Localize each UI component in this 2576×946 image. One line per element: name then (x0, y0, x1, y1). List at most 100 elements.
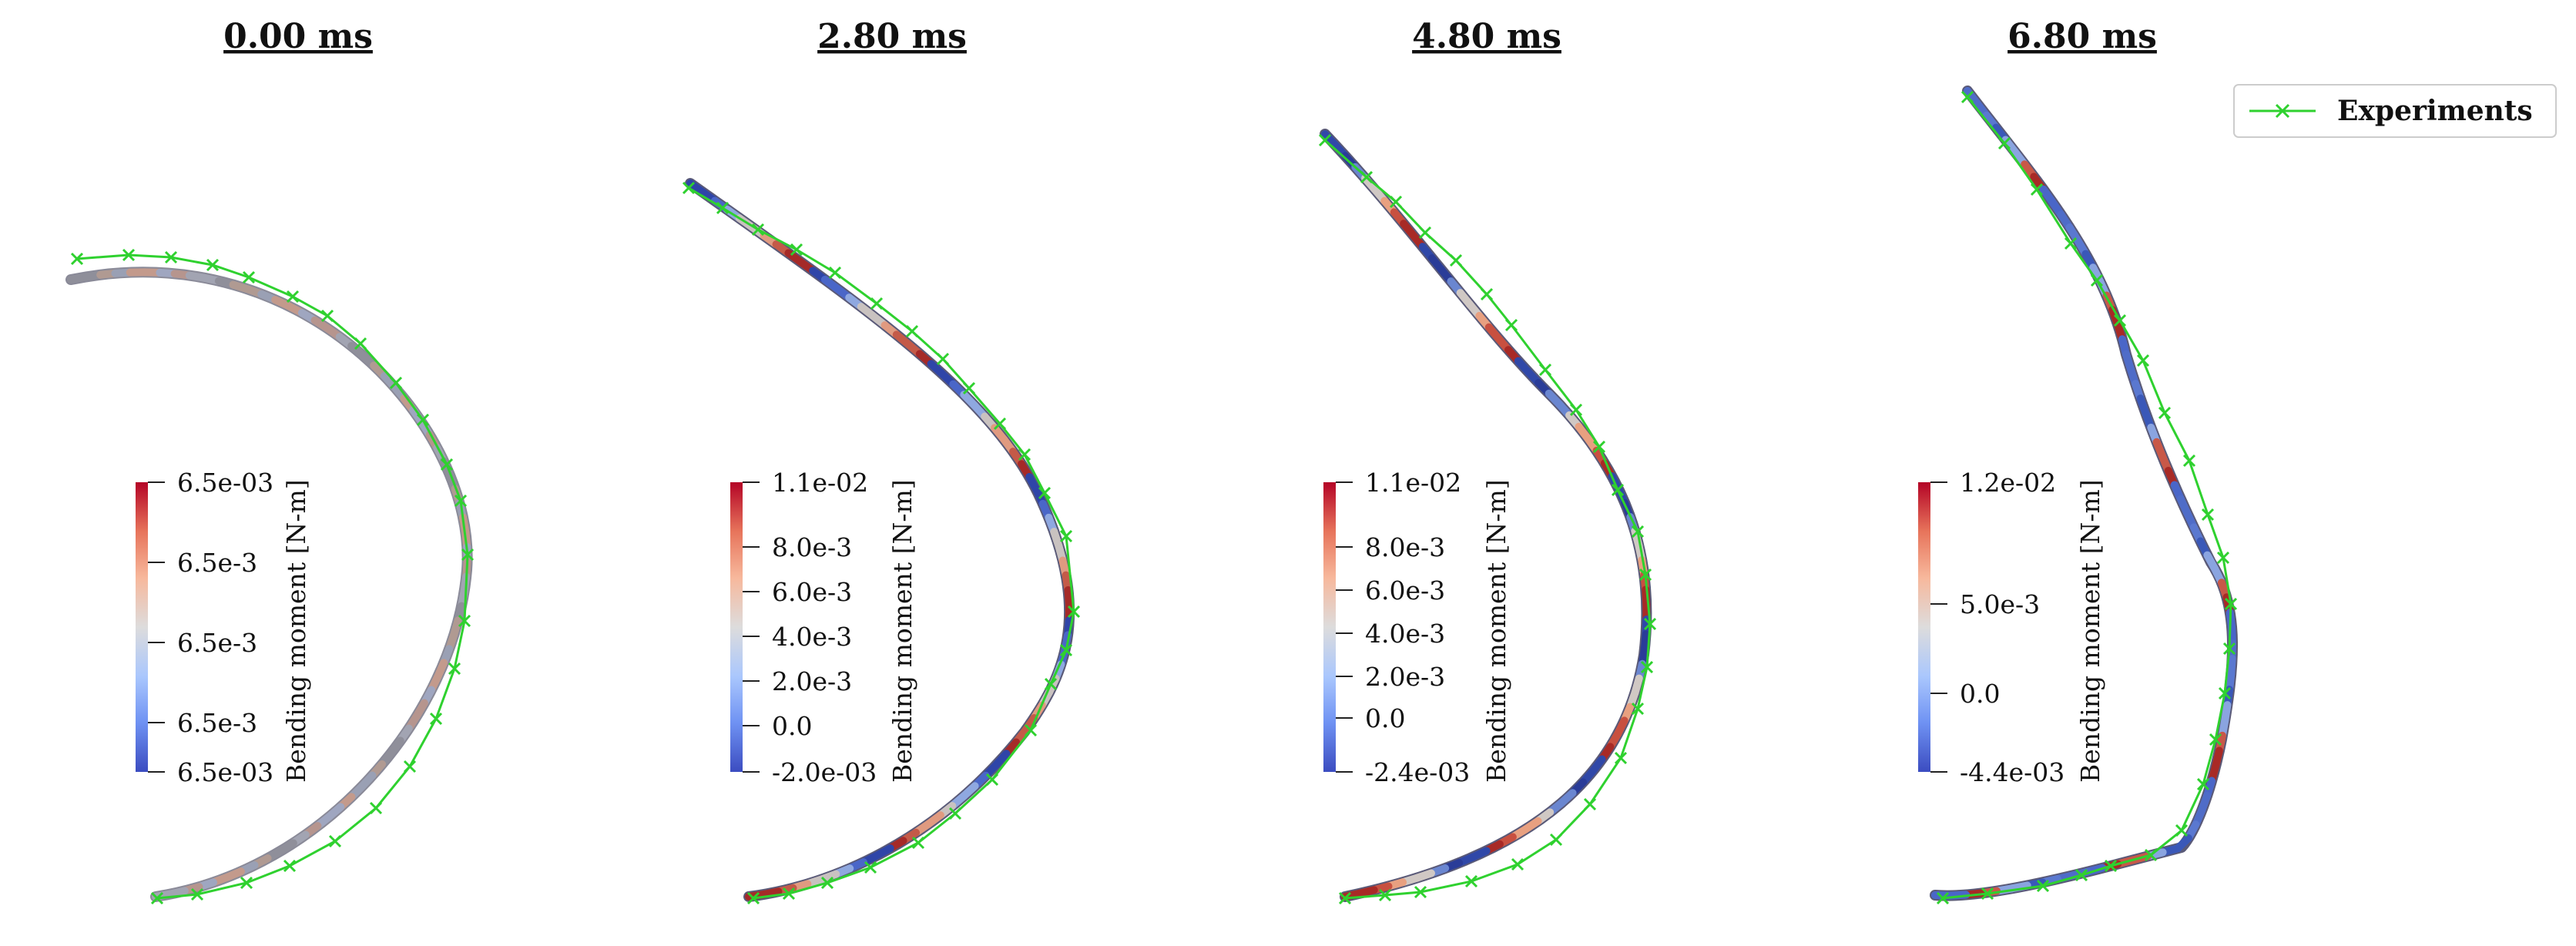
experiment-x-marker-icon (1318, 133, 1332, 147)
experiment-x-marker-icon (1059, 529, 1073, 543)
experiment-x-marker-icon (682, 181, 696, 195)
experiment-x-marker-icon (1038, 486, 1052, 500)
panel-title-2: 4.80 ms (1412, 17, 1561, 56)
experiment-x-marker-icon (1389, 195, 1403, 209)
colorbar-min-label: -2.0e-03 (772, 757, 877, 787)
experiment-x-marker-icon (458, 614, 471, 628)
panel-3: 6.80 ms 1.2e-02 5.0e-3 0.0 -4.4e-03 Bend… (1918, 17, 2238, 905)
colorbar-min-label: 6.5e-03 (177, 757, 273, 787)
experiment-x-marker-icon (1981, 887, 1994, 901)
experiment-x-marker-icon (985, 773, 999, 787)
experiment-x-marker-icon (286, 290, 300, 304)
experiment-x-marker-icon (1059, 643, 1073, 657)
experiment-x-marker-icon (448, 662, 461, 676)
experiment-x-marker-icon (70, 252, 84, 266)
experiment-x-marker-icon (389, 376, 403, 390)
experiment-x-marker-icon (2201, 508, 2215, 522)
experiment-x-marker-icon (2222, 642, 2236, 656)
colorbar-tick-label: 6.0e-3 (1365, 575, 1445, 606)
colorbar-tick-label: 4.0e-3 (772, 622, 852, 652)
experiment-x-marker-icon (2090, 273, 2104, 287)
experiment-x-marker-icon (1631, 702, 1645, 716)
panel-1: 2.80 ms 1.1e-02 8.0e-3 6.0e-3 4.0e-3 2.0… (682, 17, 1081, 905)
experiment-x-marker-icon (416, 413, 430, 427)
experiment-x-marker-icon (1018, 448, 1031, 461)
experiment-x-marker-icon (206, 258, 220, 272)
experiment-x-marker-icon (1583, 797, 1597, 811)
colorbar-3: 1.2e-02 5.0e-3 0.0 -4.4e-03 Bending mome… (1918, 468, 2105, 787)
colorbar-2: 1.1e-02 8.0e-3 6.0e-3 4.0e-3 2.0e-3 0.0 … (1323, 468, 1511, 787)
experiment-x-marker-icon (454, 494, 468, 508)
experiment-x-marker-icon (1549, 833, 1563, 847)
experiment-x-marker-icon (1044, 677, 1058, 691)
experiment-x-marker-icon (1378, 888, 1392, 902)
experiment-x-marker-icon (1961, 90, 1974, 104)
colorbar-tick-label: 2.0e-3 (1365, 662, 1445, 692)
colorbar-max-label: 1.2e-02 (1960, 468, 2056, 498)
experiment-x-marker-icon (948, 807, 962, 820)
rod-0 (65, 267, 473, 902)
experiment-x-marker-icon (2113, 314, 2127, 327)
experiment-x-marker-icon (1611, 483, 1625, 497)
experiment-x-marker-icon (1449, 253, 1463, 267)
panel-2: 4.80 ms 1.1e-02 8.0e-3 6.0e-3 4.0e-3 2.0… (1318, 17, 1657, 905)
rod-1 (685, 178, 1075, 902)
experiment-x-marker-icon (782, 887, 796, 901)
experiment-x-marker-icon (150, 891, 164, 905)
experiment-x-marker-icon (1024, 723, 1038, 737)
rod-color-segments (67, 268, 471, 901)
colorbar-min-label: -4.4e-03 (1960, 757, 2064, 787)
experiment-x-marker-icon (1631, 525, 1645, 538)
legend: Experiments (2233, 84, 2557, 138)
experiment-x-marker-icon (2036, 879, 2050, 893)
colorbar-title: Bending moment [N-m] (2075, 479, 2105, 783)
experiment-x-marker-icon (962, 381, 976, 395)
rod-segment (1931, 891, 1955, 900)
colorbar-tick-label: 6.0e-3 (772, 577, 852, 607)
experiment-markers-0 (70, 248, 475, 905)
experiment-x-marker-icon (2175, 824, 2189, 837)
experiment-x-marker-icon (354, 337, 367, 351)
experiment-x-marker-icon (1592, 440, 1606, 454)
panel-title-3: 6.80 ms (2007, 17, 2157, 56)
colorbar-tick-label: 0.0 (1365, 703, 1405, 733)
experiment-x-marker-icon (1997, 136, 2011, 150)
experiment-x-marker-icon (746, 891, 760, 905)
experiment-x-marker-icon (790, 243, 803, 257)
experiment-x-marker-icon (2030, 183, 2044, 196)
colorbar-gradient (1918, 482, 1930, 772)
colorbar-tick-label: 8.0e-3 (1365, 532, 1445, 562)
rod-outline (65, 267, 473, 902)
experiment-x-marker-icon (2104, 859, 2118, 873)
experiment-x-marker-icon (1538, 363, 1552, 377)
experiment-x-marker-icon (283, 859, 297, 873)
colorbar-gradient (1323, 482, 1336, 772)
experiment-x-marker-icon (190, 887, 204, 901)
experiment-x-marker-icon (1338, 891, 1352, 905)
experiment-x-marker-icon (2196, 777, 2210, 791)
colorbar-1: 1.1e-02 8.0e-3 6.0e-3 4.0e-3 2.0e-3 0.0 … (730, 468, 917, 787)
panel-0: 0.00 ms 6.5e-03 6.5e-3 6.5e-3 6.5e-3 6.5… (65, 17, 475, 905)
colorbar-tick-label: 6.5e-3 (177, 628, 257, 658)
experiment-markers-3 (1936, 90, 2238, 905)
experiment-x-marker-icon (2224, 597, 2238, 611)
experiment-x-marker-icon (2136, 354, 2150, 367)
colorbar-ticks (148, 481, 165, 773)
experiment-x-marker-icon (1480, 287, 1494, 301)
colorbar-title: Bending moment [N-m] (1481, 479, 1511, 783)
experiment-x-marker-icon (870, 297, 884, 310)
colorbar-tick-label: 4.0e-3 (1365, 619, 1445, 649)
colorbar-title: Bending moment [N-m] (887, 479, 917, 783)
experiment-x-marker-icon (936, 352, 950, 366)
experiment-x-marker-icon (320, 309, 334, 323)
experiment-x-marker-icon (1936, 891, 1950, 905)
colorbar-tick-label: 6.5e-3 (177, 708, 257, 738)
experiment-x-marker-icon (820, 876, 834, 890)
experiment-x-marker-icon (2182, 454, 2196, 468)
rod-outline (685, 178, 1075, 902)
experiment-x-marker-icon (461, 548, 475, 562)
experiment-x-marker-icon (403, 760, 417, 773)
colorbar-ticks (1930, 481, 1947, 773)
experiment-x-marker-icon (911, 836, 925, 850)
